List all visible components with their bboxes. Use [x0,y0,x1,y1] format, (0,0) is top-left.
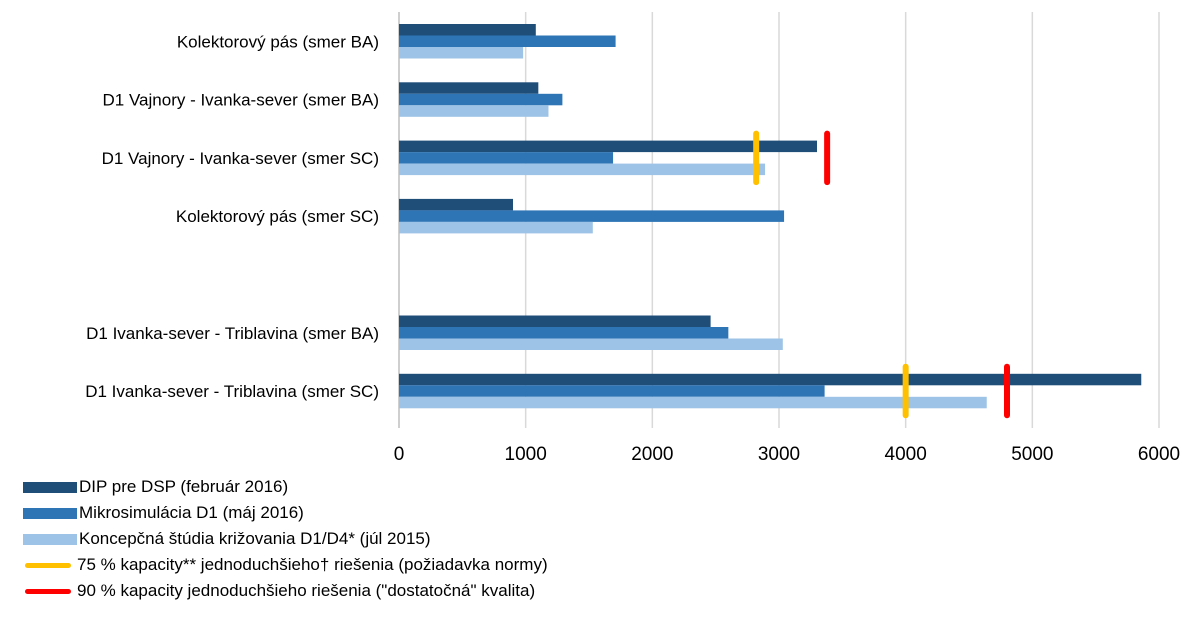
bar-dip-pre-dsp-februar-2016 [399,315,711,327]
legend-item-dip: DIP pre DSP (február 2016) [23,474,548,500]
bar-mikrosimulacia-d1-maj-2016 [399,93,563,106]
bar-dip-pre-dsp-februar-2016 [399,24,536,36]
category-label: Kolektorový pás (smer SC) [176,207,379,226]
bar-mikrosimulacia-d1-maj-2016 [399,210,785,222]
category-label: Kolektorový pás (smer BA) [177,32,379,51]
legend-label-koncepcna-studia: Koncepčná štúdia križovania D1/D4* (júl … [79,529,431,548]
legend-item-koncepcna-studia: Koncepčná štúdia križovania D1/D4* (júl … [23,526,548,552]
category-label: D1 Ivanka-sever - Triblavina (smer BA) [86,324,379,343]
bar-mikrosimulacia-d1-maj-2016 [399,152,614,164]
legend-line-75-kapacity [25,562,71,568]
bar-chart: Kolektorový pás (smer BA) D1 Vajnory - Iv… [85,12,1180,465]
bar-koncepcna-studia-krizovania-d1-d4-jul-2015 [399,338,783,350]
legend-swatch-mikrosimulacia [23,507,77,519]
bar-koncepcna-studia-krizovania-d1-d4-jul-2015 [399,396,987,409]
category-label: D1 Vajnory - Ivanka-sever (smer BA) [103,91,379,110]
category-label: D1 Vajnory - Ivanka-sever (smer SC) [102,149,379,168]
bar-koncepcna-studia-krizovania-d1-d4-jul-2015 [399,105,549,117]
legend-swatch-koncepcna-studia [23,533,77,545]
reference-markers [753,130,1010,419]
bar-koncepcna-studia-krizovania-d1-d4-jul-2015 [399,47,524,59]
bar-dip-pre-dsp-februar-2016 [399,140,817,153]
x-tick-label: 1000 [505,444,547,465]
legend-swatch-dip [23,481,77,493]
legend-item-mikrosimulacia: Mikrosimulácia D1 (máj 2016) [23,500,548,526]
x-tick-label: 5000 [1011,444,1053,465]
bar-koncepcna-studia-krizovania-d1-d4-jul-2015 [399,163,766,176]
legend-line-90-kapacity [25,588,71,594]
category-labels: Kolektorový pás (smer BA) D1 Vajnory - Iv… [85,32,379,401]
legend-label-mikrosimulacia: Mikrosimulácia D1 (máj 2016) [79,503,304,522]
x-tick-label: 3000 [758,444,800,465]
legend: DIP pre DSP (február 2016) Mikrosimuláci… [23,474,548,604]
bars [399,24,1142,409]
legend-item-75-kapacity: 75 % kapacity** jednoduchšieho† riešenia… [23,552,548,578]
bar-mikrosimulacia-d1-maj-2016 [399,385,825,397]
x-tick-labels: 0 1000 2000 3000 4000 5000 6000 [394,444,1180,465]
x-tick-label: 2000 [631,444,673,465]
bar-koncepcna-studia-krizovania-d1-d4-jul-2015 [399,221,593,234]
legend-label-90-kapacity: 90 % kapacity jednoduchšieho riešenia ("… [77,581,536,600]
category-label: D1 Ivanka-sever - Triblavina (smer SC) [85,382,379,401]
legend-label-75-kapacity: 75 % kapacity** jednoduchšieho† riešenia… [77,555,548,574]
x-tick-label: 4000 [885,444,927,465]
bar-mikrosimulacia-d1-maj-2016 [399,35,616,47]
bar-dip-pre-dsp-februar-2016 [399,82,539,94]
bar-mikrosimulacia-d1-maj-2016 [399,327,729,339]
bar-dip-pre-dsp-februar-2016 [399,198,513,211]
legend-label-dip: DIP pre DSP (február 2016) [79,477,289,496]
legend-item-90-kapacity: 90 % kapacity jednoduchšieho riešenia ("… [23,578,548,604]
x-tick-label: 6000 [1138,444,1180,465]
x-tick-label: 0 [394,444,405,465]
bar-dip-pre-dsp-februar-2016 [399,373,1142,386]
